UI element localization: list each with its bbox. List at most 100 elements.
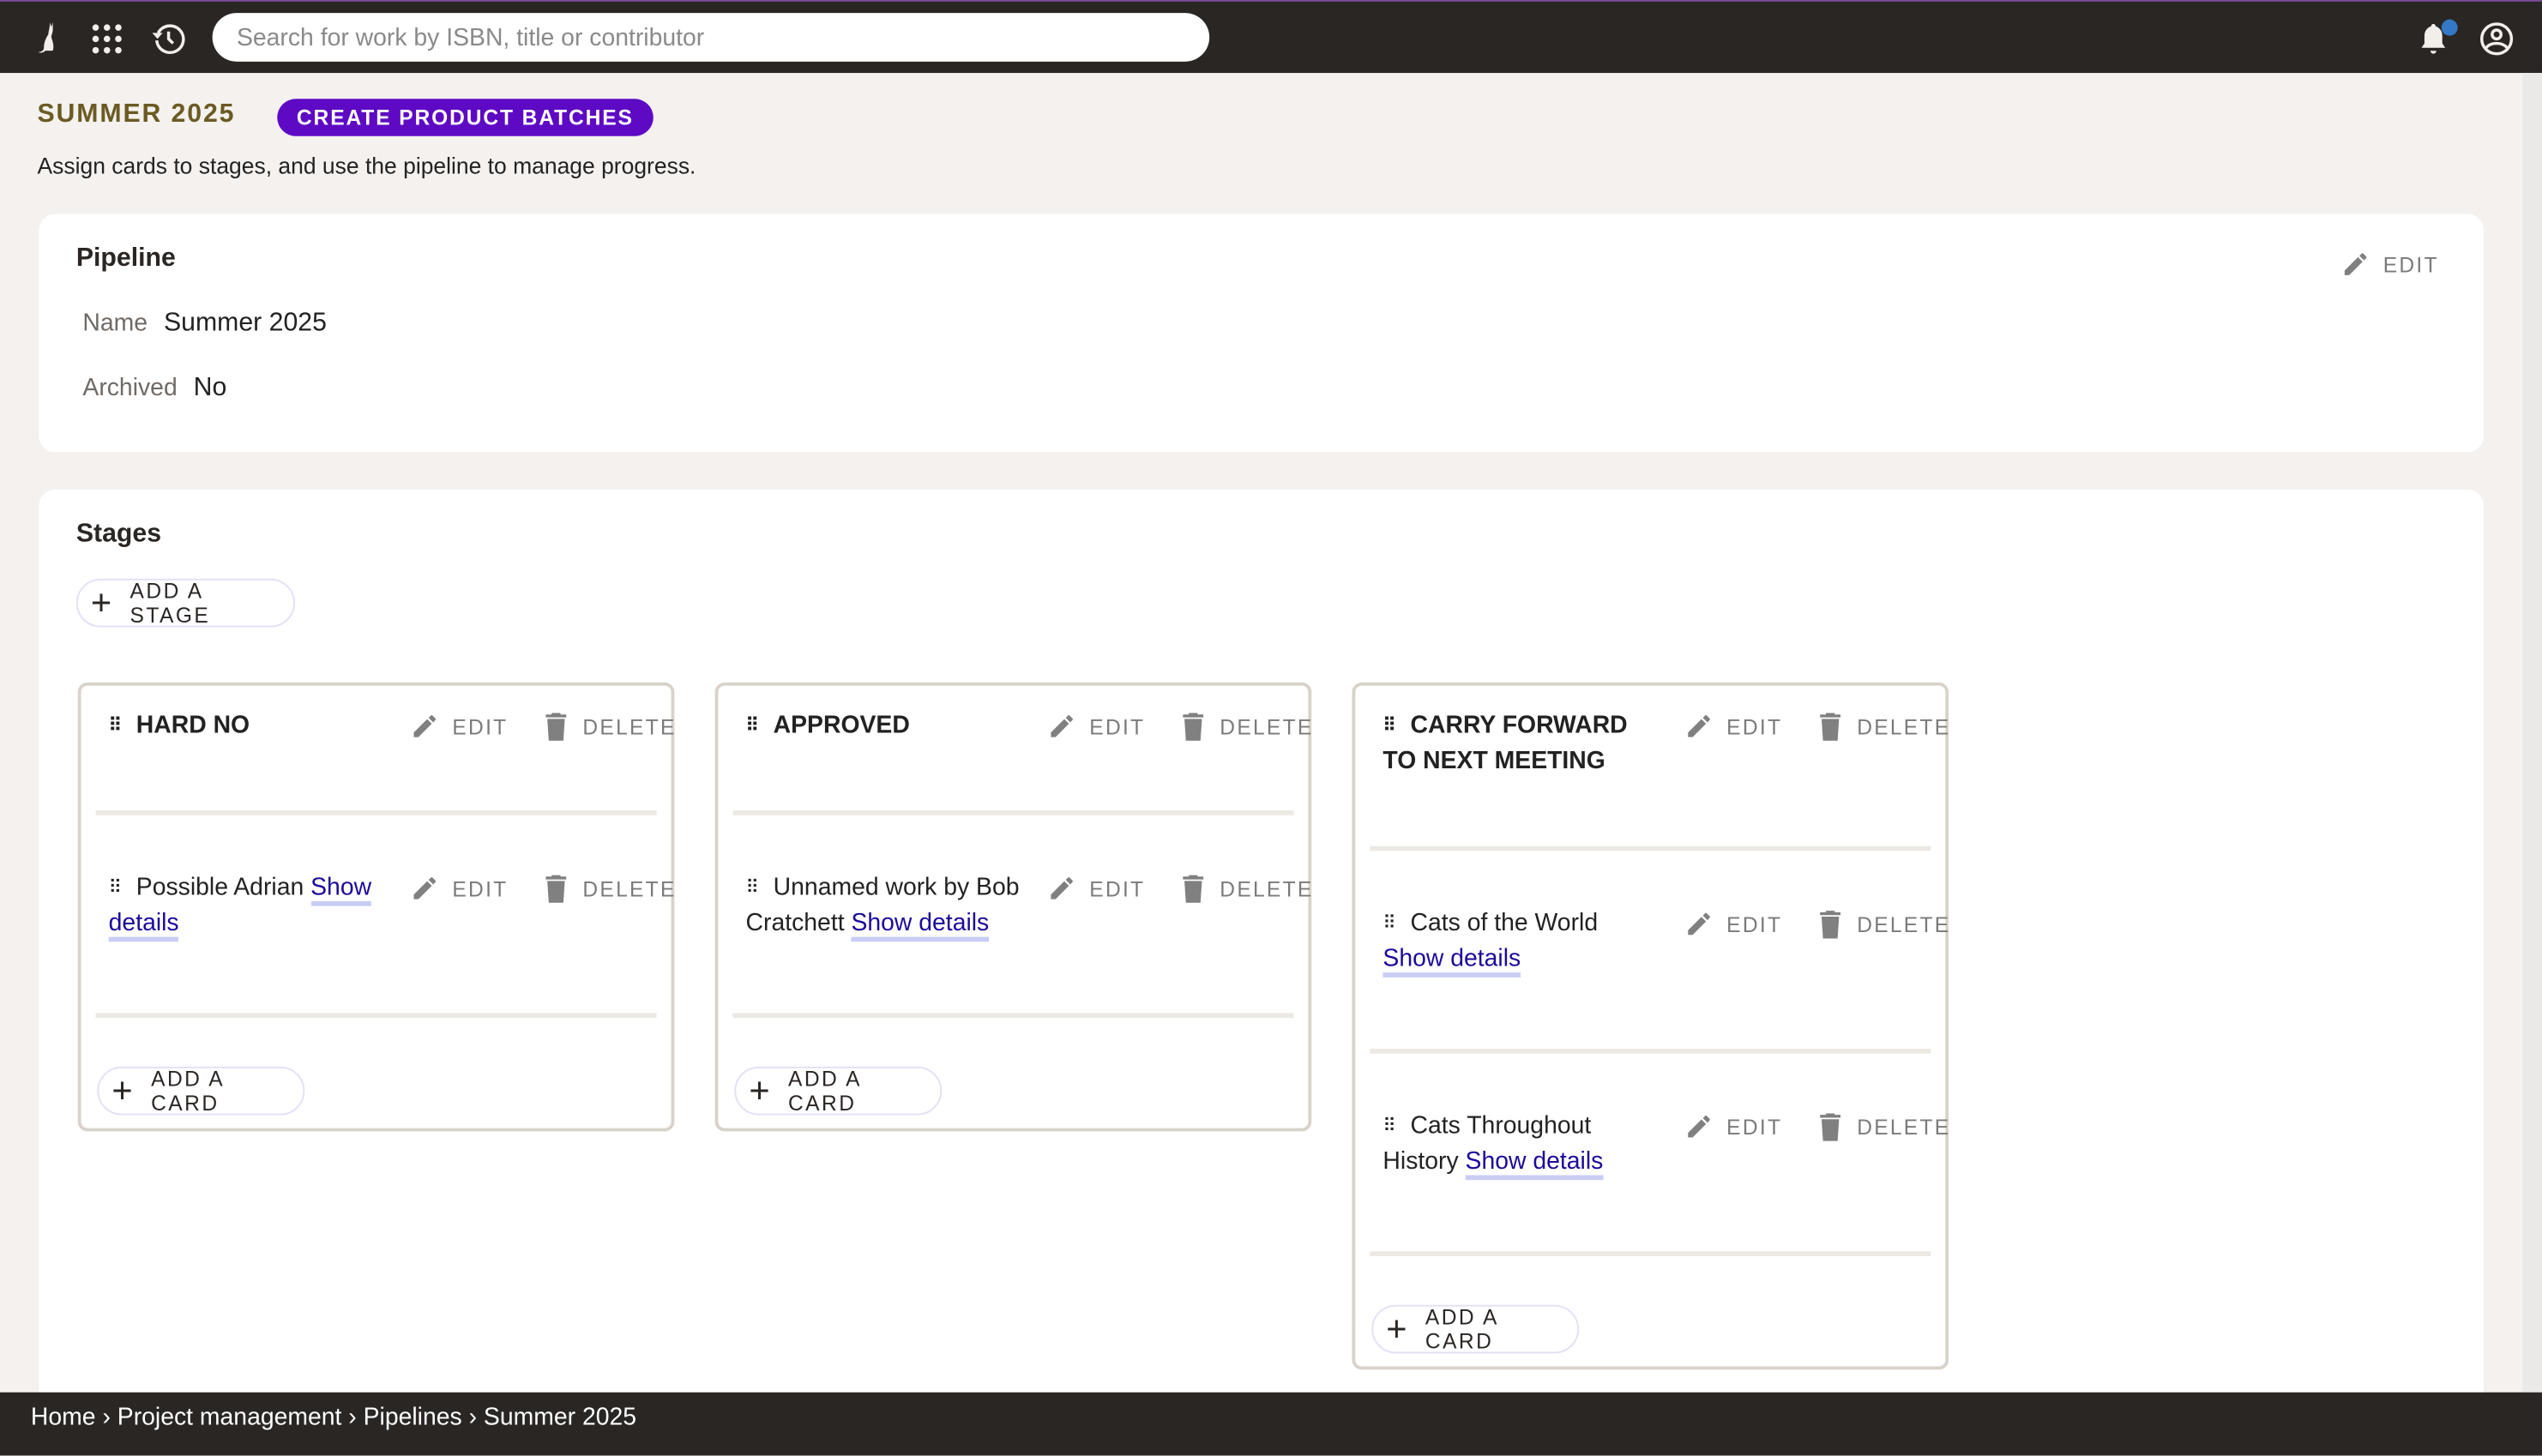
edit-label: EDIT: [1726, 1114, 1783, 1139]
trash-icon: [1821, 713, 1841, 741]
card-actions: EDIT DELETE: [410, 870, 676, 906]
edit-label: EDIT: [1726, 912, 1783, 936]
drag-handle-icon[interactable]: ⠿: [1382, 914, 1395, 934]
add-stage-button[interactable]: + ADD A STAGE: [75, 578, 296, 628]
plus-icon: +: [90, 581, 114, 623]
add-card-button[interactable]: + ADD A CARD: [1371, 1304, 1580, 1354]
stage-column: ⠿ CARRY FORWARD TO NEXT MEETING EDIT DELE…: [1352, 682, 1951, 1370]
pencil-icon: [1688, 1116, 1710, 1138]
card-title: Cats of the World: [1410, 909, 1599, 937]
breadcrumb-home[interactable]: Home: [30, 1403, 96, 1432]
drag-handle-icon[interactable]: ⠿: [745, 716, 759, 737]
trash-icon: [1184, 875, 1204, 903]
stage-delete-button[interactable]: DELETE: [1181, 708, 1314, 744]
edit-label: EDIT: [452, 713, 509, 739]
breadcrumb-pipelines[interactable]: Pipelines: [363, 1403, 462, 1432]
archived-label: Archived: [82, 374, 178, 402]
stage-column: ⠿ APPROVED EDIT DELETE ⠿ Unnamed work by B…: [714, 682, 1313, 1132]
name-label: Name: [82, 310, 148, 338]
card-edit-button[interactable]: EDIT: [1684, 1109, 1782, 1145]
card-delete-button[interactable]: DELETE: [1181, 870, 1314, 906]
pipeline-heading: Pipeline: [75, 244, 176, 273]
add-card-label: ADD A CARD: [787, 1066, 861, 1116]
pencil-icon: [1688, 912, 1710, 936]
drag-handle-icon[interactable]: ⠿: [1382, 716, 1395, 737]
drag-handle-icon[interactable]: ⠿: [745, 878, 759, 899]
show-details-link[interactable]: Show details: [108, 873, 372, 942]
trash-icon: [1821, 1113, 1841, 1141]
create-product-batches-button[interactable]: CREATE PRODUCT BATCHES: [277, 99, 654, 136]
pencil-icon: [1051, 877, 1073, 899]
stage-edit-button[interactable]: EDIT: [1047, 708, 1145, 744]
cat-logo-icon[interactable]: [27, 20, 63, 56]
delete-label: DELETE: [1220, 875, 1314, 901]
search-input[interactable]: [212, 13, 1210, 62]
divider: [95, 1013, 657, 1019]
bell-icon[interactable]: [2416, 21, 2452, 57]
stage-actions: EDIT DELETE: [410, 708, 676, 744]
drag-handle-icon[interactable]: ⠿: [1382, 1116, 1395, 1137]
card-delete-button[interactable]: DELETE: [1818, 906, 1951, 942]
delete-label: DELETE: [1857, 1114, 1951, 1139]
plus-icon: +: [749, 1069, 773, 1110]
show-details-link[interactable]: Show details: [1382, 945, 1521, 978]
stage-delete-button[interactable]: DELETE: [1818, 708, 1951, 744]
add-card-label: ADD A CARD: [151, 1066, 224, 1116]
pipeline-edit-button[interactable]: EDIT: [2341, 250, 2439, 279]
trash-icon: [1184, 713, 1204, 741]
account-icon[interactable]: [2479, 21, 2515, 57]
pencil-icon: [413, 877, 436, 899]
stage-header: ⠿ HARD NO EDIT DELETE: [81, 686, 674, 811]
page-subtitle: Assign cards to stages, and use the pipe…: [37, 152, 696, 178]
pencil-icon: [2344, 253, 2367, 275]
name-value: Summer 2025: [163, 310, 327, 338]
add-card-label: ADD A CARD: [1425, 1304, 1498, 1354]
edit-label: EDIT: [1726, 713, 1783, 739]
vertical-scrollbar[interactable]: [2522, 73, 2542, 1393]
stage-edit-button[interactable]: EDIT: [410, 708, 508, 744]
stage-column: ⠿ HARD NO EDIT DELETE ⠿ Possible Adrian Sh…: [77, 682, 674, 1132]
page-title: SUMMER 2025: [37, 100, 236, 129]
add-card-button[interactable]: + ADD A CARD: [734, 1066, 943, 1116]
card-edit-button[interactable]: EDIT: [1684, 906, 1782, 942]
edit-label: EDIT: [2382, 251, 2439, 277]
card-edit-button[interactable]: EDIT: [1047, 870, 1145, 906]
history-icon[interactable]: [151, 21, 187, 57]
pipeline-panel: Pipeline EDIT Name Summer 2025 Archived No: [39, 214, 2484, 453]
stage-delete-button[interactable]: DELETE: [544, 708, 677, 744]
add-stage-label: ADD A STAGE: [130, 578, 211, 628]
stage-actions: EDIT DELETE: [1684, 708, 1950, 744]
pencil-icon: [1051, 715, 1073, 737]
show-details-link[interactable]: Show details: [851, 909, 990, 942]
card-edit-button[interactable]: EDIT: [410, 870, 508, 906]
divider: [732, 810, 1294, 815]
card: ⠿ Cats Throughout History Show details ED…: [1355, 1054, 1949, 1252]
breadcrumb: Home › Project management › Pipelines › …: [0, 1392, 2542, 1456]
apps-grid-icon[interactable]: [89, 21, 125, 57]
show-details-link[interactable]: Show details: [1465, 1147, 1604, 1181]
breadcrumb-project-management[interactable]: Project management: [117, 1403, 342, 1432]
plus-icon: +: [111, 1069, 136, 1110]
card: ⠿ Unnamed work by Bob Cratchett Show deta…: [718, 815, 1311, 1014]
divider: [732, 1013, 1294, 1019]
divider: [95, 810, 657, 815]
divider: [1370, 1049, 1931, 1054]
stage-title: HARD NO: [136, 711, 250, 739]
delete-label: DELETE: [1857, 912, 1951, 936]
breadcrumb-separator: ›: [348, 1403, 357, 1432]
delete-label: DELETE: [1220, 713, 1314, 739]
delete-label: DELETE: [1857, 713, 1951, 739]
stage-edit-button[interactable]: EDIT: [1684, 708, 1782, 744]
card: ⠿ Possible Adrian Show details EDIT DELET…: [81, 815, 674, 1014]
card-delete-button[interactable]: DELETE: [544, 870, 677, 906]
trash-icon: [546, 875, 568, 903]
drag-handle-icon[interactable]: ⠿: [108, 716, 122, 737]
divider: [1370, 1251, 1931, 1256]
add-card-button[interactable]: + ADD A CARD: [97, 1066, 305, 1116]
card-delete-button[interactable]: DELETE: [1818, 1109, 1951, 1145]
trash-icon: [1821, 911, 1841, 939]
card-title: Unnamed work by Bob Cratchett: [745, 873, 1020, 937]
stage-actions: EDIT DELETE: [1047, 708, 1313, 744]
drag-handle-icon[interactable]: ⠿: [108, 878, 122, 899]
